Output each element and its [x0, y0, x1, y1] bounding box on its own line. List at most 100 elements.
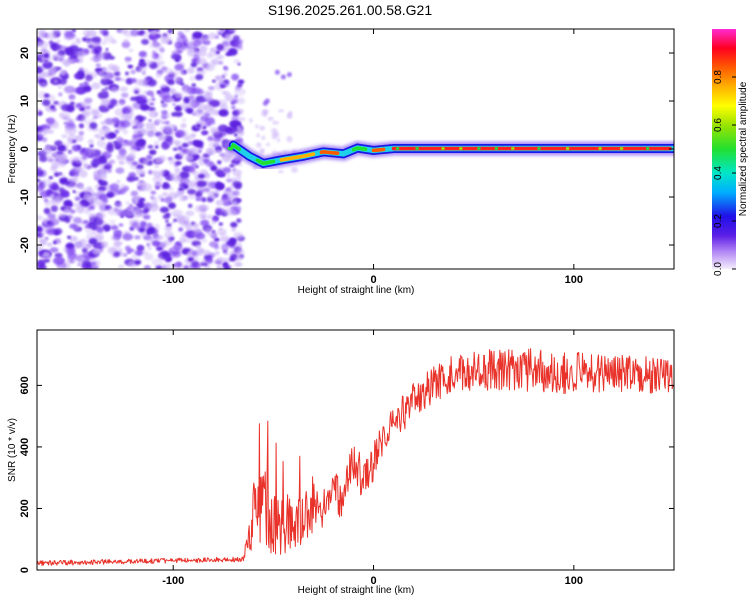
noise-blob [39, 81, 48, 88]
noise-blob [187, 188, 197, 195]
noise-blob [110, 86, 119, 93]
noise-blob [164, 231, 174, 239]
noise-blob [202, 112, 207, 116]
noise-blob [139, 197, 146, 202]
noise-blob [161, 191, 169, 197]
noise-blob [263, 110, 267, 117]
noise-blob [201, 36, 210, 42]
noise-blob [184, 154, 194, 161]
noise-blob [205, 109, 215, 116]
noise-blob [212, 109, 220, 116]
noise-blob [73, 50, 78, 55]
noise-blob [90, 219, 95, 223]
noise-blob [136, 201, 145, 209]
noise-blob [221, 243, 229, 252]
noise-blob [49, 122, 60, 129]
noise-blob [162, 142, 168, 146]
noise-blob [291, 166, 299, 173]
noise-blob [214, 244, 220, 250]
noise-blob [82, 37, 88, 42]
snr-x-axis-label: Height of straight line (km) [298, 585, 415, 596]
noise-blob [118, 160, 126, 165]
ridge-speckle [619, 147, 624, 150]
snr-frame [36, 329, 675, 571]
noise-blob [131, 221, 139, 229]
noise-blob [198, 189, 205, 194]
noise-blob [184, 29, 191, 33]
noise-blob [227, 29, 238, 33]
noise-blob [68, 235, 78, 242]
noise-blob [66, 182, 75, 190]
ridge-core [227, 142, 242, 152]
ridge-core [279, 152, 316, 162]
noise-blob [238, 163, 243, 167]
noise-blob [103, 126, 111, 133]
noise-blob [139, 170, 146, 176]
noise-blob [75, 37, 81, 42]
noise-blob [73, 217, 83, 224]
noise-blob [120, 120, 131, 128]
noise-blob [37, 231, 41, 236]
noise-blob [71, 172, 80, 178]
noise-blob [37, 129, 47, 138]
noise-blob [204, 160, 214, 167]
noise-blob [130, 255, 136, 259]
noise-blob [167, 29, 173, 34]
noise-blob [224, 33, 231, 39]
noise-blob [90, 117, 97, 122]
noise-blob [48, 40, 54, 45]
noise-blob [143, 90, 147, 94]
noise-blob [191, 250, 199, 256]
noise-blob [87, 186, 93, 192]
noise-blob [249, 118, 253, 124]
noise-blob [77, 263, 81, 267]
noise-blob [69, 259, 75, 264]
colorbar-tick-label: 0.2 [713, 214, 724, 228]
noise-blob [138, 51, 147, 58]
noise-blob [216, 43, 224, 51]
noise-blob [147, 203, 160, 212]
noise-blob [71, 29, 77, 33]
noise-blob [224, 150, 234, 159]
noise-blob [134, 256, 140, 262]
noise-blob [47, 213, 56, 220]
noise-blob [168, 186, 174, 192]
noise-blob [151, 170, 158, 175]
noise-blob [87, 148, 96, 155]
noise-blob [179, 219, 190, 227]
noise-blob [122, 129, 129, 135]
noise-blob [130, 29, 139, 37]
noise-blob [161, 110, 168, 115]
noise-blob [218, 171, 225, 177]
noise-blob [201, 238, 208, 243]
noise-blob [148, 106, 156, 112]
noise-blob [48, 176, 53, 180]
noise-blob [235, 249, 245, 256]
noise-blob [182, 149, 188, 153]
noise-blob [206, 52, 213, 59]
noise-blob [88, 238, 98, 245]
noise-blob [63, 85, 76, 94]
noise-blob [105, 48, 109, 51]
noise-blob [54, 256, 65, 265]
noise-blob [205, 64, 209, 69]
noise-blob [94, 49, 99, 54]
ridge-core [351, 146, 368, 152]
noise-blob [82, 29, 91, 37]
noise-blob [147, 144, 154, 149]
noise-blob [107, 168, 112, 173]
ridge-speckle [494, 147, 499, 150]
noise-blob [113, 251, 121, 258]
noise-blob [74, 58, 80, 63]
noise-blob [272, 120, 280, 125]
noise-blob [219, 29, 225, 32]
noise-blob [286, 72, 292, 78]
noise-blob [54, 252, 63, 258]
noise-blob [104, 86, 109, 91]
noise-blob [103, 90, 109, 95]
noise-blob [161, 37, 172, 45]
noise-blob [119, 190, 123, 194]
noise-blob [39, 149, 49, 156]
noise-blob [160, 198, 165, 202]
noise-blob [133, 207, 140, 213]
